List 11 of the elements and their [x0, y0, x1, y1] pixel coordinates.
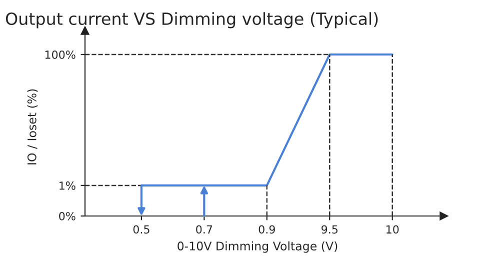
x-tick-label: 9.5 — [322, 225, 338, 234]
x-tick-label: 10 — [386, 225, 399, 234]
x-tick-label: 0.7 — [196, 225, 212, 234]
y-tick-label: 0% — [59, 212, 76, 220]
y-tick-label: 1% — [60, 181, 76, 190]
y-axis-title: IO / Ioset (%) — [27, 89, 38, 164]
x-axis-title: 0-10V Dimming Voltage (V) — [178, 241, 338, 253]
chart-title: Output current VS Dimming voltage (Typical) — [6, 12, 378, 28]
y-tick-label: 100% — [45, 50, 76, 59]
x-tick-label: 0.9 — [258, 225, 275, 234]
x-tick-label: 0.5 — [133, 225, 150, 234]
